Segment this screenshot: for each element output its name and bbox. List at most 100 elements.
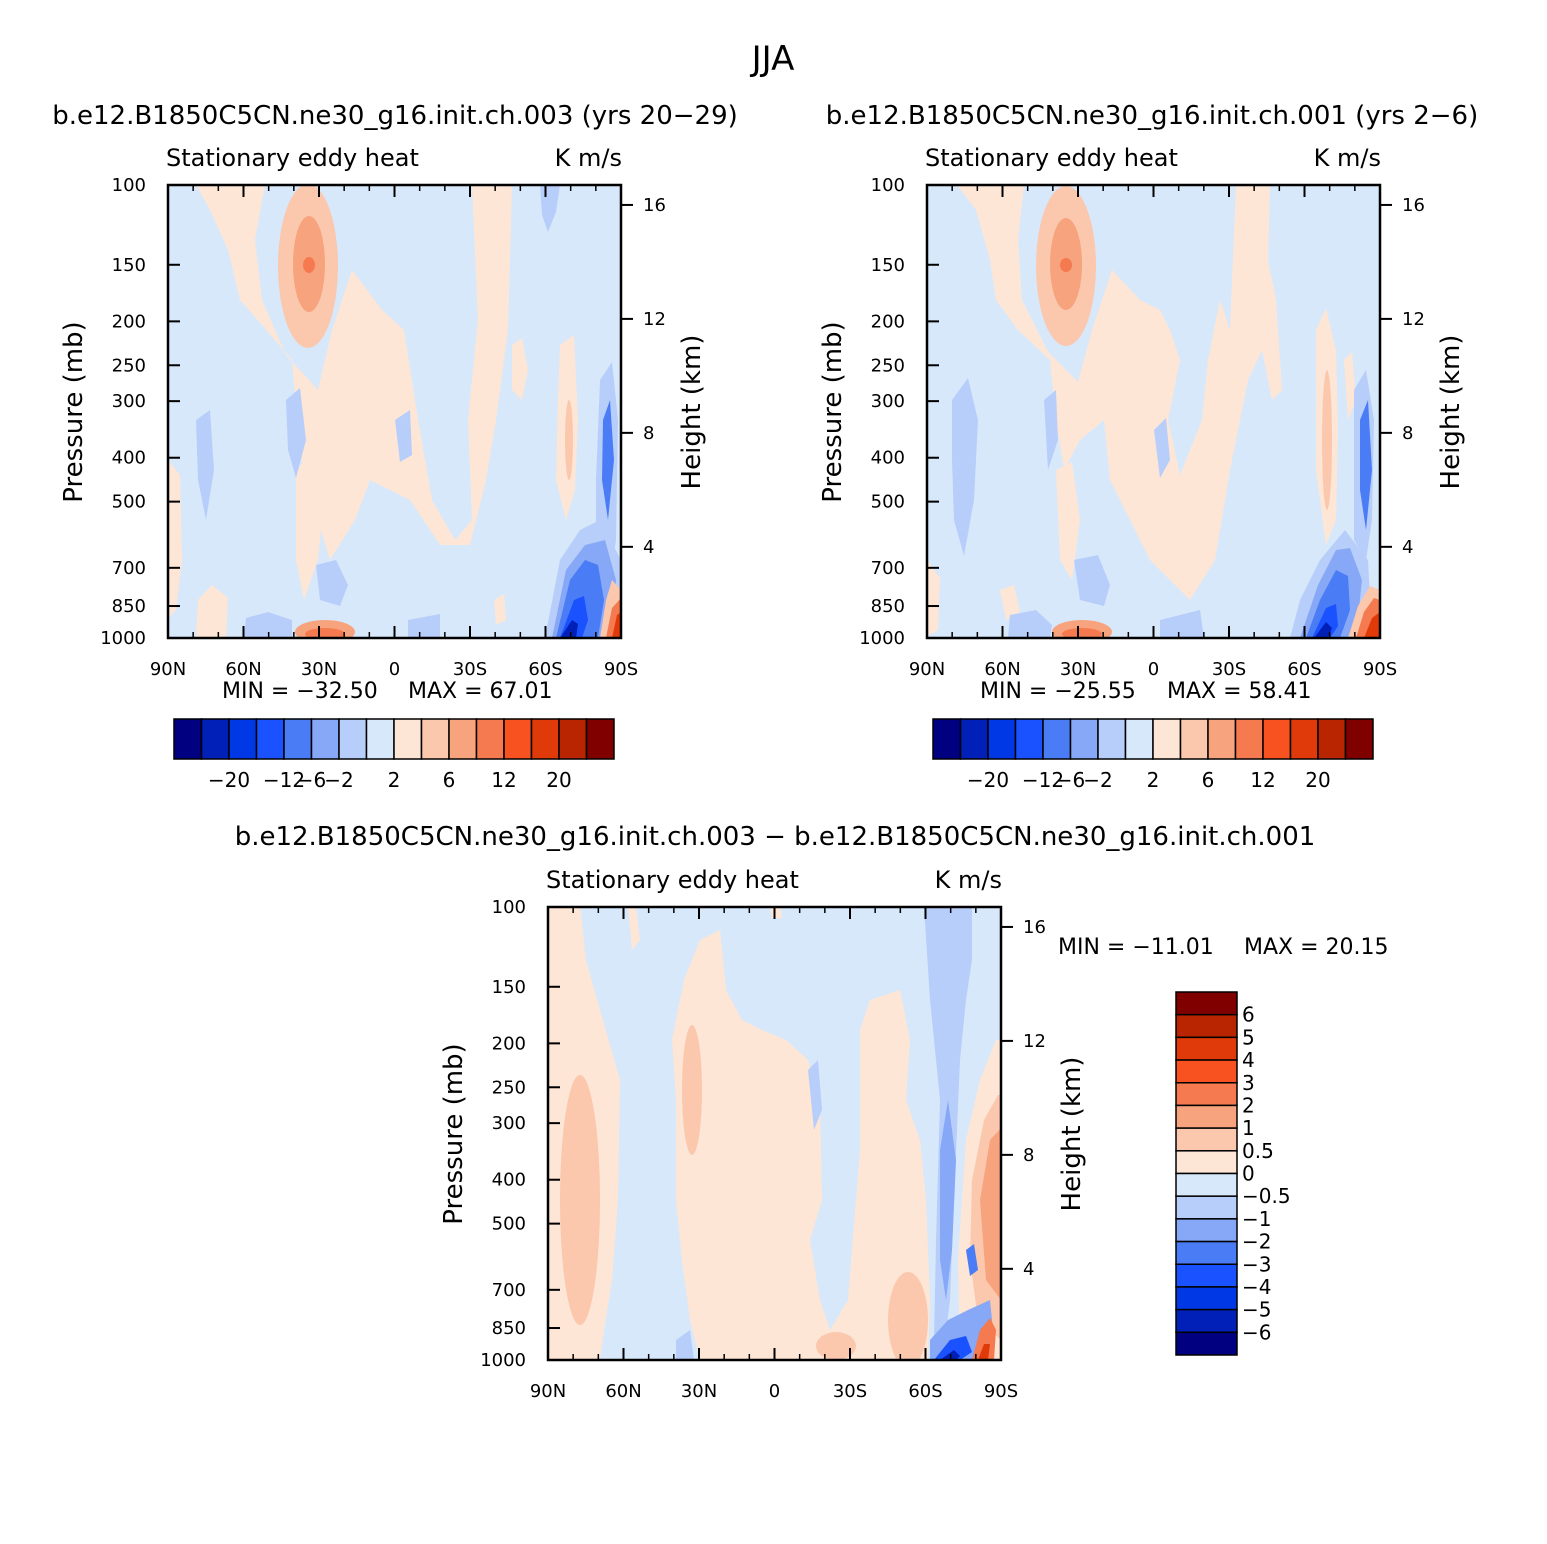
y-right-tick-label: 8 (1402, 423, 1413, 444)
positive-core (303, 257, 315, 273)
panel-2-left-label: Stationary eddy heat (925, 144, 1178, 172)
colorbar-box (1317, 718, 1347, 760)
colorbar-box (1175, 1082, 1238, 1107)
positive-strip (1364, 612, 1380, 638)
x-tick-label: 90S (1363, 659, 1397, 680)
colorbar-box (503, 718, 533, 760)
colorbar-label: 2 (388, 768, 401, 792)
positive-region (1344, 352, 1356, 420)
panel-3: b.e12.B1850C5CN.ne30_g16.init.ch.003 − b… (235, 822, 1389, 1402)
panel-1-axes: 90N 60N 30N 0 30S 60S 90S 100 150 200 250 300 400 500… (100, 175, 666, 680)
colorbar-box (1179, 718, 1209, 760)
colorbar-box (1152, 718, 1182, 760)
y-tick-label: 850 (492, 1318, 526, 1339)
colorbar-label: 6 (443, 768, 456, 792)
colorbar-box (1175, 1059, 1238, 1084)
x-tick-label: 30N (681, 1381, 717, 1402)
colorbar-label: 2 (1147, 768, 1160, 792)
colorbar-box (1344, 718, 1374, 760)
colorbar-label: 6 (1242, 1003, 1255, 1027)
colorbar-box (365, 718, 395, 760)
positive-strip (978, 1344, 990, 1360)
panel-3-min-label: MIN = −11.01 (1058, 935, 1214, 960)
panel-1-colorbar: −20 −12−6−2 2 6 12 20 (173, 718, 615, 792)
negative-region (1314, 622, 1332, 638)
panel-3-axes: 90N 60N 30N 0 30S 60S 90S 100 150 200 250 300 400 500… (480, 897, 1046, 1402)
x-tick-label: 30S (833, 1381, 867, 1402)
panel-1: b.e12.B1850C5CN.ne30_g16.init.ch.003 (yr… (52, 101, 738, 792)
x-tick-label: 90S (604, 659, 638, 680)
negative-region (408, 614, 440, 638)
negative-region (196, 410, 214, 520)
negative-region (934, 1336, 972, 1360)
colorbar-box (1175, 1263, 1238, 1288)
negative-region (395, 410, 412, 462)
y-tick-label: 700 (871, 558, 905, 579)
panel-2-min-label: MIN = −25.55 (980, 679, 1136, 704)
positive-region (512, 338, 528, 400)
colorbar-label: −1 (1242, 1207, 1271, 1231)
y-right-tick-label: 12 (1023, 1031, 1046, 1052)
colorbar-label: 3 (1242, 1071, 1255, 1095)
x-tick-label: 0 (389, 659, 400, 680)
colorbar-box (420, 718, 450, 760)
negative-region (316, 560, 348, 606)
colorbar-label: 12 (491, 768, 516, 792)
positive-region (196, 185, 512, 560)
y-tick-label: 400 (871, 448, 905, 469)
x-tick-label: 90N (150, 659, 186, 680)
colorbar-label: −2 (1242, 1230, 1271, 1254)
colorbar-box (1175, 1308, 1238, 1334)
panel-1-ylabel: Pressure (mb) (59, 321, 89, 502)
colorbar-box (1207, 718, 1237, 760)
positive-core (888, 1272, 928, 1360)
colorbar-box (1124, 718, 1154, 760)
colorbar-label: −5 (1242, 1298, 1271, 1322)
x-tick-label: 90S (984, 1381, 1018, 1402)
colorbar-label: −6 (1242, 1320, 1271, 1344)
negative-region (1008, 610, 1052, 638)
y-tick-label: 850 (871, 596, 905, 617)
colorbar-box (200, 718, 230, 760)
panel-2-field (927, 185, 1380, 638)
colorbar-box (1262, 718, 1292, 760)
negative-region (1360, 400, 1372, 530)
y-right-tick-label: 12 (643, 309, 666, 330)
colorbar-box (283, 718, 313, 760)
negative-region (286, 388, 306, 478)
colorbar-box (959, 718, 989, 760)
y-tick-label: 200 (112, 311, 146, 332)
positive-region (957, 185, 1282, 600)
colorbar-box (338, 718, 368, 760)
colorbar-box (1014, 718, 1044, 760)
y-tick-label: 250 (871, 355, 905, 376)
panel-3-ylabel-right: Height (km) (1057, 1057, 1087, 1212)
positive-core (565, 400, 573, 480)
colorbar-box (1175, 1127, 1238, 1152)
colorbar-label: 5 (1242, 1025, 1255, 1049)
panel-3-title: b.e12.B1850C5CN.ne30_g16.init.ch.003 − b… (235, 822, 1316, 852)
x-tick-label: 90N (530, 1381, 566, 1402)
panel-1-left-label: Stationary eddy heat (166, 144, 419, 172)
y-right-tick-label: 16 (643, 195, 666, 216)
colorbar-box (1097, 718, 1127, 760)
colorbar-box (558, 718, 588, 760)
y-tick-label: 200 (492, 1033, 526, 1054)
colorbar-box (1175, 991, 1238, 1016)
colorbar-box (1175, 1195, 1238, 1220)
y-tick-label: 300 (492, 1113, 526, 1134)
positive-region (1000, 585, 1020, 620)
y-tick-label: 500 (871, 492, 905, 513)
panel-2-right-label: K m/s (1314, 144, 1381, 172)
y-tick-label: 700 (112, 558, 146, 579)
colorbar-box (1175, 1218, 1238, 1243)
y-tick-label: 1000 (859, 628, 905, 649)
colorbar-label: 6 (1202, 768, 1215, 792)
y-tick-label: 850 (112, 596, 146, 617)
colorbar-box (228, 718, 258, 760)
y-tick-label: 250 (492, 1077, 526, 1098)
colorbar-box (475, 718, 505, 760)
y-tick-label: 150 (112, 255, 146, 276)
y-right-tick-label: 8 (1023, 1145, 1034, 1166)
